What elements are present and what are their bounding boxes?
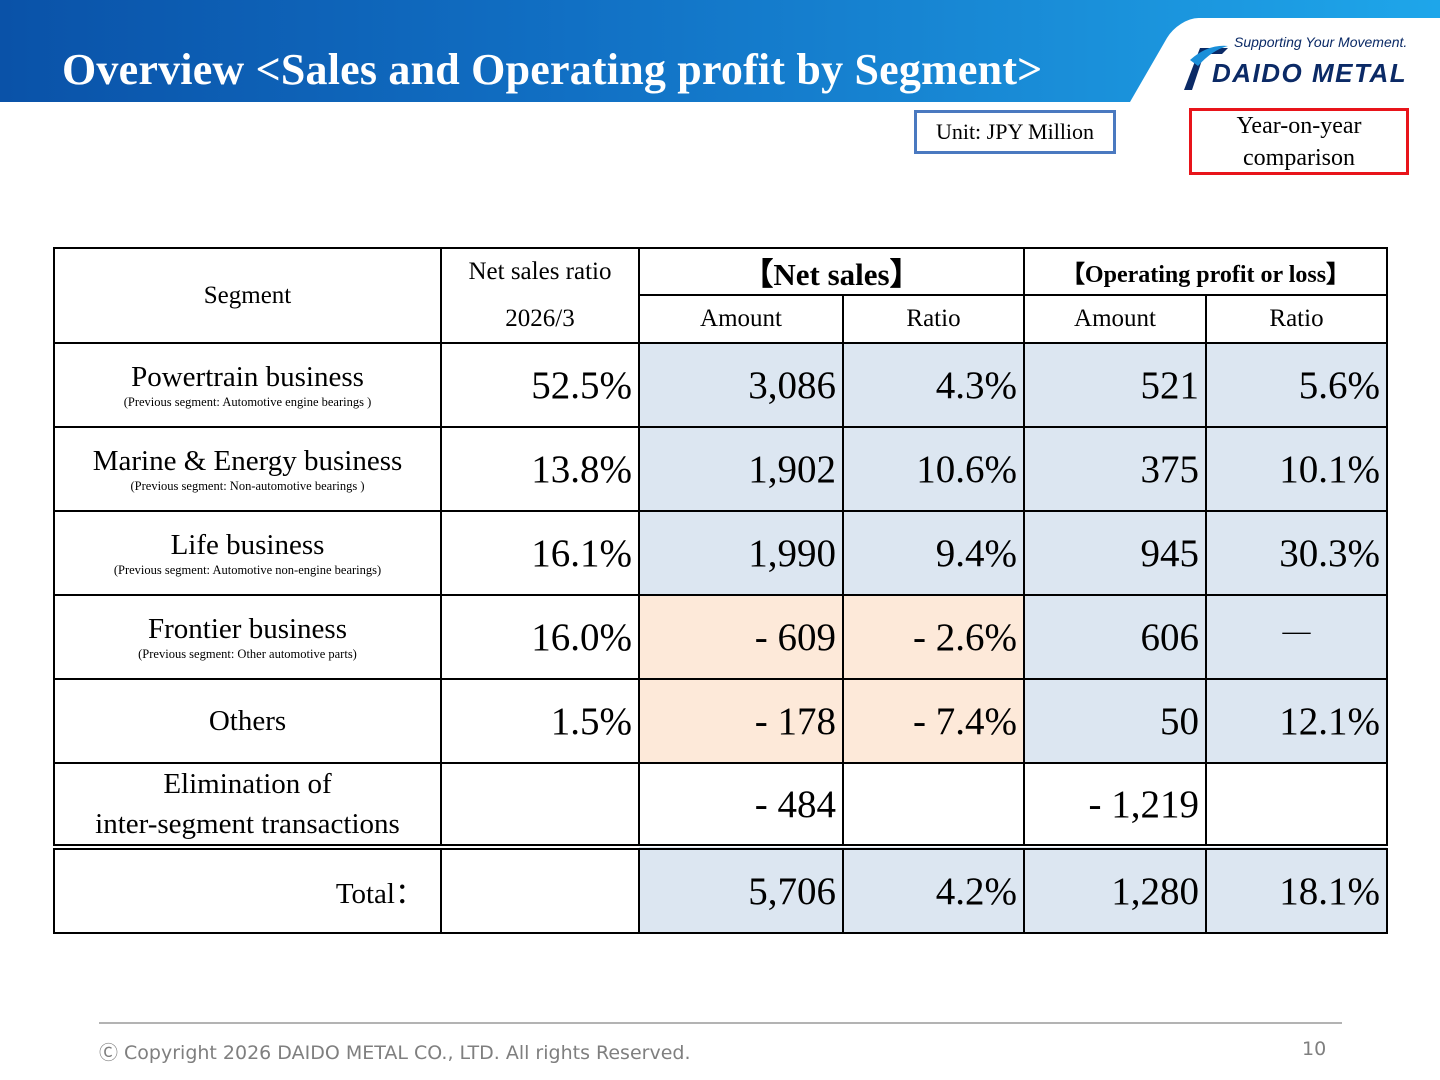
empty-cell <box>440 762 640 848</box>
total-row: Total： 5,706 4.2% 1,280 18.1% <box>53 844 1388 934</box>
footer-divider <box>99 1022 1342 1024</box>
total-op-profit-ratio: 18.1% <box>1205 844 1388 934</box>
sales-share: 13.8% <box>440 426 640 512</box>
segment-cell: Marine & Energy business (Previous segme… <box>53 426 442 512</box>
header-sales-ratio: Net sales ratio <box>440 247 640 295</box>
net-sales-amount: 1,990 <box>638 510 844 596</box>
total-op-profit-amount: 1,280 <box>1023 844 1207 934</box>
sales-share: 1.5% <box>440 678 640 764</box>
header-segment: Segment <box>53 247 442 344</box>
header-op-ratio: Ratio <box>1205 294 1388 344</box>
op-profit-amount: 945 <box>1023 510 1207 596</box>
op-profit-amount: - 1,219 <box>1023 762 1207 848</box>
total-net-sales-ratio: 4.2% <box>842 844 1025 934</box>
logo-wordmark: DAIDO METAL <box>1212 58 1408 88</box>
segment-name: Marine & Energy business <box>92 445 403 477</box>
segment-previous: (Previous segment: Non-automotive bearin… <box>130 479 365 493</box>
header-ns-amount: Amount <box>638 294 844 344</box>
logo-slogan: Supporting Your Movement. <box>1234 34 1408 50</box>
empty-cell <box>1205 762 1388 848</box>
elimination-line1: Elimination of <box>163 768 332 800</box>
segment-previous: (Previous segment: Automotive non-engine… <box>113 563 382 577</box>
total-net-sales-amount: 5,706 <box>638 844 844 934</box>
empty-cell <box>440 844 640 934</box>
empty-cell <box>842 762 1025 848</box>
slide-title: Overview <Sales and Operating profit by … <box>62 45 1043 94</box>
table-row: Life business (Previous segment: Automot… <box>53 510 1388 596</box>
segment-name: Life business <box>170 529 325 561</box>
sales-share: 52.5% <box>440 342 640 428</box>
net-sales-ratio: 4.3% <box>842 342 1025 428</box>
segment-cell: Others <box>53 678 442 764</box>
page-number: 10 <box>1302 1038 1327 1060</box>
header-operating-profit: 【Operating profit or loss】 <box>1023 247 1388 296</box>
yoy-label: Year-on-year comparison <box>1189 108 1409 175</box>
op-profit-amount: 606 <box>1023 594 1207 680</box>
op-profit-ratio: 5.6% <box>1205 342 1388 428</box>
op-profit-amount: 375 <box>1023 426 1207 512</box>
segment-previous: (Previous segment: Automotive engine bea… <box>123 395 372 409</box>
net-sales-amount: - 609 <box>638 594 844 680</box>
header-op-amount: Amount <box>1023 294 1207 344</box>
net-sales-amount: 1,902 <box>638 426 844 512</box>
net-sales-amount: - 484 <box>638 762 844 848</box>
table-row: Frontier business (Previous segment: Oth… <box>53 594 1388 680</box>
elimination-row: Elimination of inter-segment transaction… <box>53 762 1388 848</box>
op-profit-amount: 50 <box>1023 678 1207 764</box>
header-ns-ratio: Ratio <box>842 294 1025 344</box>
segment-previous: (Previous segment: Other automotive part… <box>138 647 357 661</box>
net-sales-ratio: - 2.6% <box>842 594 1025 680</box>
total-label: Total： <box>53 844 442 934</box>
net-sales-ratio: 9.4% <box>842 510 1025 596</box>
op-profit-amount: 521 <box>1023 342 1207 428</box>
op-profit-ratio: ― <box>1205 594 1388 680</box>
op-profit-ratio: 10.1% <box>1205 426 1388 512</box>
net-sales-amount: 3,086 <box>638 342 844 428</box>
net-sales-amount: - 178 <box>638 678 844 764</box>
header-net-sales: 【Net sales】 <box>638 247 1025 296</box>
segment-cell: Powertrain business (Previous segment: A… <box>53 342 442 428</box>
segment-table: Segment Net sales ratio 【Net sales】 【Ope… <box>53 247 1388 934</box>
daido-logo-icon <box>1184 45 1228 90</box>
segment-cell: Life business (Previous segment: Automot… <box>53 510 442 596</box>
header-ratio-period: 2026/3 <box>440 295 640 344</box>
elimination-line2: inter-segment transactions <box>95 808 400 840</box>
net-sales-ratio: - 7.4% <box>842 678 1025 764</box>
sales-share: 16.0% <box>440 594 640 680</box>
op-profit-ratio: 12.1% <box>1205 678 1388 764</box>
unit-label: Unit: JPY Million <box>914 110 1116 154</box>
table-row: Powertrain business (Previous segment: A… <box>53 342 1388 428</box>
segment-name: Frontier business <box>148 613 347 645</box>
op-profit-ratio: 30.3% <box>1205 510 1388 596</box>
segment-name: Powertrain business <box>131 361 364 393</box>
footer-copyright: Ⓒ Copyright 2026 DAIDO METAL CO., LTD. A… <box>99 1042 691 1064</box>
table-row: Others 1.5% - 178 - 7.4% 50 12.1% <box>53 678 1388 764</box>
segment-cell: Elimination of inter-segment transaction… <box>53 762 442 848</box>
segment-cell: Frontier business (Previous segment: Oth… <box>53 594 442 680</box>
table-row: Marine & Energy business (Previous segme… <box>53 426 1388 512</box>
sales-share: 16.1% <box>440 510 640 596</box>
net-sales-ratio: 10.6% <box>842 426 1025 512</box>
segment-name: Others <box>208 705 287 737</box>
